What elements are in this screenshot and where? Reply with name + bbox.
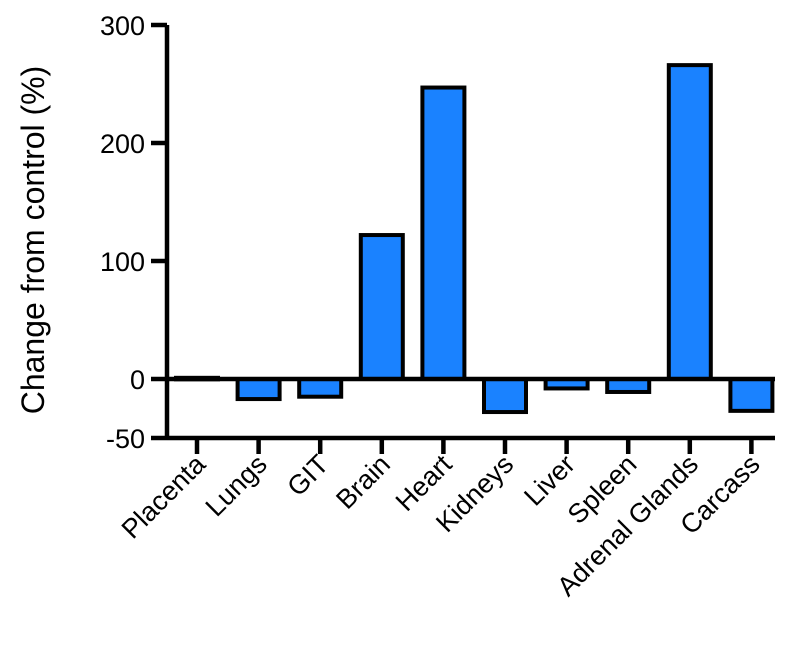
bar-brain <box>358 233 405 381</box>
y-tick-label: 200 <box>100 129 145 159</box>
y-tick-label: 0 <box>130 365 145 395</box>
bar-adrenal-glands <box>666 63 713 382</box>
y-tick-label: 300 <box>100 11 145 41</box>
y-tick-label: 100 <box>100 247 145 277</box>
x-tick-label: GIT <box>281 449 334 502</box>
x-tick-label: Lungs <box>200 449 273 522</box>
bar-kidneys <box>482 377 528 415</box>
x-tick-label: Brain <box>330 449 396 515</box>
y-axis-title: Change from control (%) <box>15 66 51 415</box>
y-tick-label: -50 <box>106 424 145 454</box>
bar-heart <box>420 85 467 381</box>
bars-group <box>174 63 775 415</box>
bar-git <box>297 377 344 399</box>
x-tick-label: Placenta <box>116 448 212 544</box>
bar-carcass <box>728 377 775 413</box>
bar-lungs <box>235 377 282 402</box>
